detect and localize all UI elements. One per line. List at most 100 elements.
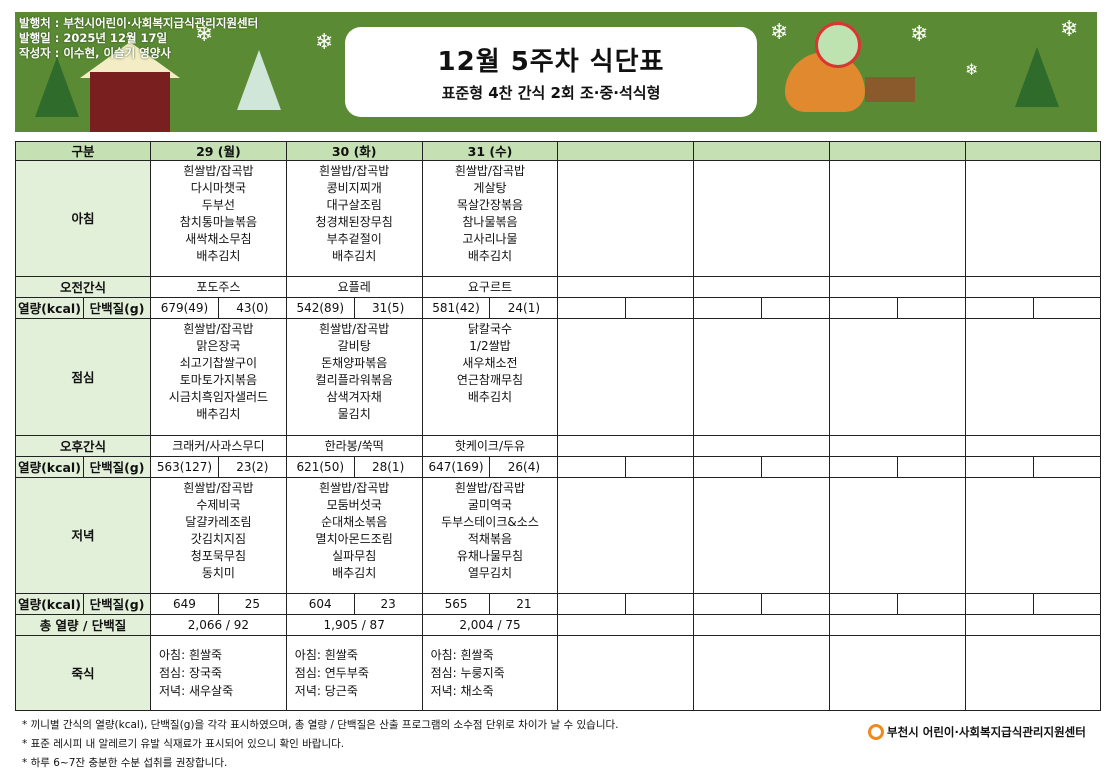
lunch-cell xyxy=(557,318,695,436)
gift-cart-illustration xyxy=(865,77,915,102)
total-row: 총 열량 / 단백질 2,066 / 92 1,905 / 87 2,004 / 75 xyxy=(14,614,1102,636)
kcal-label: 열량(kcal) xyxy=(15,297,84,319)
menu-item: 맑은장국 xyxy=(196,339,241,353)
protein-value xyxy=(625,593,695,615)
menu-item: 연근참깨무침 xyxy=(456,373,524,387)
am_snack-label: 오전간식 xyxy=(14,276,152,298)
menu-item: 흰쌀밥/잡곡밥 xyxy=(319,481,390,495)
lunch-cell: 흰쌀밥/잡곡밥 갈비탕 돈채양파볶음 컬리플라워볶음 삼색겨자채 물김치 xyxy=(285,318,423,436)
total-label: 총 열량 / 단백질 xyxy=(14,614,152,636)
santa-illustration xyxy=(815,22,861,68)
dinner-cell xyxy=(828,477,966,594)
kcal-value xyxy=(557,593,627,615)
kcal-label: 열량(kcal) xyxy=(15,593,84,615)
pm_snack-cell: 한라봉/쑥떡 xyxy=(285,435,423,457)
menu-item: 배추김치 xyxy=(467,390,513,404)
page-subtitle: 표준형 4찬 간식 2회 조·중·석식형 xyxy=(441,84,661,102)
porridge-row: 죽식 아침: 흰쌀죽 점심: 장국죽 저녁: 새우살죽 아침: 흰쌀죽 점심: 연두부죽 저… xyxy=(14,635,1102,711)
kcal-value xyxy=(964,297,1034,319)
dinner-cell: 흰쌀밥/잡곡밥 모둠버섯국 순대채소볶음 멸치아몬드조림 실파무침 배추김치 xyxy=(285,477,423,594)
menu-item: 흰쌀밥/잡곡밥 xyxy=(183,164,254,178)
total-cell: 1,905 / 87 xyxy=(285,614,423,636)
kcal-value xyxy=(693,456,763,478)
menu-item: 삼색겨자채 xyxy=(326,390,382,404)
kcal-value xyxy=(828,297,898,319)
am_snack-cell xyxy=(557,276,695,298)
protein-value xyxy=(1032,456,1102,478)
publisher: 발행처 : 부천시어린이·사회복지급식관리지원센터 xyxy=(19,16,259,30)
menu-item: 배추김치 xyxy=(196,407,241,421)
christmas-tree-illustration xyxy=(35,57,79,117)
menu-item: 참치통마늘볶음 xyxy=(179,215,258,229)
menu-item: 굴미역국 xyxy=(467,498,513,512)
pm_snack-cell xyxy=(964,435,1102,457)
kcal-value xyxy=(557,297,627,319)
menu-item: 물김치 xyxy=(337,407,371,421)
breakfast-row: 아침 흰쌀밥/잡곡밥 다시마챗국 두부선 참치통마늘볶음 새싹채소무침 배추김치 흰쌀밥/잡곡… xyxy=(14,160,1102,277)
breakfast-cell: 흰쌀밥/잡곡밥 콩비지찌개 대구살조림 청경채된장무침 부추겉절이 배추김치 xyxy=(285,160,423,277)
kcal-value: 604 xyxy=(285,593,355,615)
lunch-cell xyxy=(964,318,1102,436)
day-header xyxy=(828,141,966,161)
protein-value: 23 xyxy=(353,593,423,615)
total-cell xyxy=(693,614,830,636)
dinner_nutrition-row: 열량(kcal) 단백질(g) 649 25 604 23 565 21 xyxy=(15,593,1102,615)
menu-item: 점심: 장국죽 xyxy=(159,666,223,680)
porridge-cell: 아침: 흰쌀죽 점심: 누룽지죽 저녁: 채소죽 xyxy=(421,635,559,711)
kcal-value: 649 xyxy=(150,593,219,615)
lunch-cell xyxy=(828,318,966,436)
kcal-value xyxy=(557,456,627,478)
page-title: 12월 5주차 식단표 xyxy=(437,47,665,77)
dinner-cell xyxy=(693,477,830,594)
snowflake-icon: ❄ xyxy=(770,20,789,45)
menu-item: 다시마챗국 xyxy=(190,181,246,195)
menu-item: 모둠버섯국 xyxy=(326,498,382,512)
pm_snack-cell xyxy=(693,435,830,457)
protein-value xyxy=(896,297,966,319)
snowflake-icon: ❄ xyxy=(315,30,334,55)
day-header xyxy=(693,141,830,161)
menu-item: 참나물볶음 xyxy=(462,215,518,229)
breakfast-cell xyxy=(828,160,966,277)
category-header: 구분 xyxy=(14,141,152,161)
protein-value: 31(5) xyxy=(353,297,423,319)
protein-label: 단백질(g) xyxy=(82,593,152,615)
menu-item: 아침: 흰쌀죽 xyxy=(159,648,223,662)
porridge-cell: 아침: 흰쌀죽 점심: 장국죽 저녁: 새우살죽 xyxy=(150,635,287,711)
menu-item: 닭칼국수 xyxy=(467,322,513,336)
note: * 끼니별 간식의 열량(kcal), 단백질(g)을 각각 표시하였으며, 총… xyxy=(22,719,619,731)
am_snack-cell: 포도주스 xyxy=(150,276,287,298)
menu-item: 아침: 흰쌀죽 xyxy=(294,648,358,662)
center-logo: 부천시 어린이·사회복지급식관리지원센터 xyxy=(868,724,1086,740)
menu-item: 저녁: 당근죽 xyxy=(294,684,358,698)
kcal-value xyxy=(693,297,763,319)
kcal-value: 563(127) xyxy=(150,456,219,478)
porridge-label: 죽식 xyxy=(14,635,152,711)
snowy-tree-illustration xyxy=(237,50,281,110)
gingerbread-house-illustration xyxy=(90,72,170,132)
breakfast-cell: 흰쌀밥/잡곡밥 다시마챗국 두부선 참치통마늘볶음 새싹채소무침 배추김치 xyxy=(150,160,287,277)
menu-item: 흰쌀밥/잡곡밥 xyxy=(183,322,254,336)
dinner-cell xyxy=(557,477,695,594)
porridge-cell xyxy=(557,635,695,711)
protein-value: 21 xyxy=(489,593,559,615)
total-cell xyxy=(964,614,1102,636)
dinner-label: 저녁 xyxy=(14,477,152,594)
smile-logo-icon xyxy=(868,724,884,740)
dinner-cell: 흰쌀밥/잡곡밥 굴미역국 두부스테이크&소스 적채볶음 유채나물무침 열무김치 xyxy=(421,477,559,594)
protein-value xyxy=(896,456,966,478)
snowflake-icon: ❄ xyxy=(910,22,929,47)
kcal-value xyxy=(964,593,1034,615)
menu-item: 갈비탕 xyxy=(337,339,371,353)
lunch-cell xyxy=(693,318,830,436)
kcal-label: 열량(kcal) xyxy=(15,456,84,478)
menu-item: 갓김치지짐 xyxy=(190,532,246,546)
porridge-cell xyxy=(964,635,1102,711)
pm_snack-cell xyxy=(557,435,695,457)
menu-item: 새우채소전 xyxy=(462,356,518,370)
total-cell: 2,004 / 75 xyxy=(421,614,559,636)
menu-item: 두부스테이크&소스 xyxy=(441,515,539,529)
menu-item: 동치미 xyxy=(201,566,235,580)
lunch-row: 점심 흰쌀밥/잡곡밥 맑은장국 쇠고기찹쌀구이 토마토가지볶음 시금치흑임자샐러드 배추김치… xyxy=(14,318,1102,436)
header-row: 구분 29 (월) 30 (화) 31 (수) xyxy=(14,141,1102,161)
